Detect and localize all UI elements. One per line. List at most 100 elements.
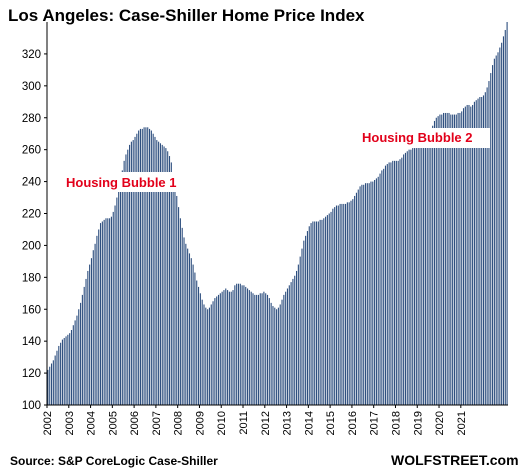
x-tick-label: 2005 [107,411,119,435]
bar [127,149,129,405]
bar [479,97,481,405]
bar [303,240,305,405]
bar [74,320,76,405]
y-tick-label: 240 [22,177,41,189]
y-tick-label: 260 [22,145,41,157]
bar [355,192,357,405]
bar [232,290,234,405]
bar [187,248,189,405]
bar [486,87,488,406]
bar [334,207,336,405]
bar [484,92,486,405]
bar [190,258,192,405]
bar [156,140,158,405]
bar [335,205,338,405]
bar [390,162,392,405]
bar [492,65,494,405]
bar [265,293,267,405]
bar [196,280,198,405]
bar [257,294,259,405]
bar [65,336,67,405]
bar [118,187,120,405]
bar [394,160,396,405]
bar [80,302,82,405]
bar [217,294,220,405]
bar [245,286,247,405]
brand-label: WOLFSTREET.com [391,452,519,468]
annotation-housing-bubble-1: Housing Bubble 1 [66,175,177,190]
x-tick-label: 2020 [434,411,446,435]
bar [167,151,169,405]
bar [67,334,69,405]
bar [254,294,256,405]
y-tick-label: 300 [22,81,41,93]
bar [461,111,463,406]
y-tick-label: 140 [22,336,41,348]
bar [90,258,93,405]
bar [136,133,138,405]
bar [76,315,78,405]
bar [453,114,456,405]
bar [205,307,207,405]
bar [481,97,483,405]
bar [234,285,236,405]
bar [119,179,122,405]
bar [159,143,161,405]
bar [448,112,450,406]
x-tick-label: 2003 [64,411,76,435]
chart-title: Los Angeles: Case-Shiller Home Price Ind… [8,6,365,25]
bar [116,197,118,405]
bar [325,216,327,405]
bar [388,162,390,405]
y-tick-label: 220 [22,209,41,221]
bar [152,133,154,405]
bar [87,270,89,405]
y-tick-label: 120 [22,368,41,380]
source-note: Source: S&P CoreLogic Case-Shiller [10,454,218,468]
bar [423,143,425,405]
bar [315,221,318,405]
bar [154,136,156,405]
bar [185,243,187,405]
bar [345,203,347,405]
bar [192,264,194,405]
bar [103,219,105,405]
bar [428,133,430,405]
bar [426,136,428,405]
bar [504,29,506,405]
bar [272,306,274,405]
bar [236,283,238,405]
bar [361,184,363,405]
x-tick-label: 2002 [42,411,54,435]
bar [172,172,174,405]
bar [110,216,112,405]
bar [283,294,285,405]
bar [252,293,254,405]
bar [259,293,261,405]
bar [199,293,201,405]
y-tick-labels: 100 120 140 160 180 200 220 240 260 280 300 320 [22,49,41,412]
bar [81,294,83,405]
bar [129,144,131,405]
bar [301,248,303,405]
bar [183,237,185,405]
bar [61,339,63,405]
bar [502,36,505,406]
bar [141,128,143,406]
bar [281,299,283,405]
bar [472,104,474,405]
bar [263,291,265,405]
bar [330,211,332,405]
bar [384,165,387,406]
y-tick-label: 280 [22,113,41,125]
bar [354,195,356,405]
y-tick-label: 200 [22,240,41,252]
bar [248,290,250,405]
bar [430,130,432,405]
bar [225,288,227,405]
bar [310,223,312,405]
bar [203,304,205,405]
bar [399,159,401,405]
bar [178,207,180,405]
bar [415,148,417,405]
